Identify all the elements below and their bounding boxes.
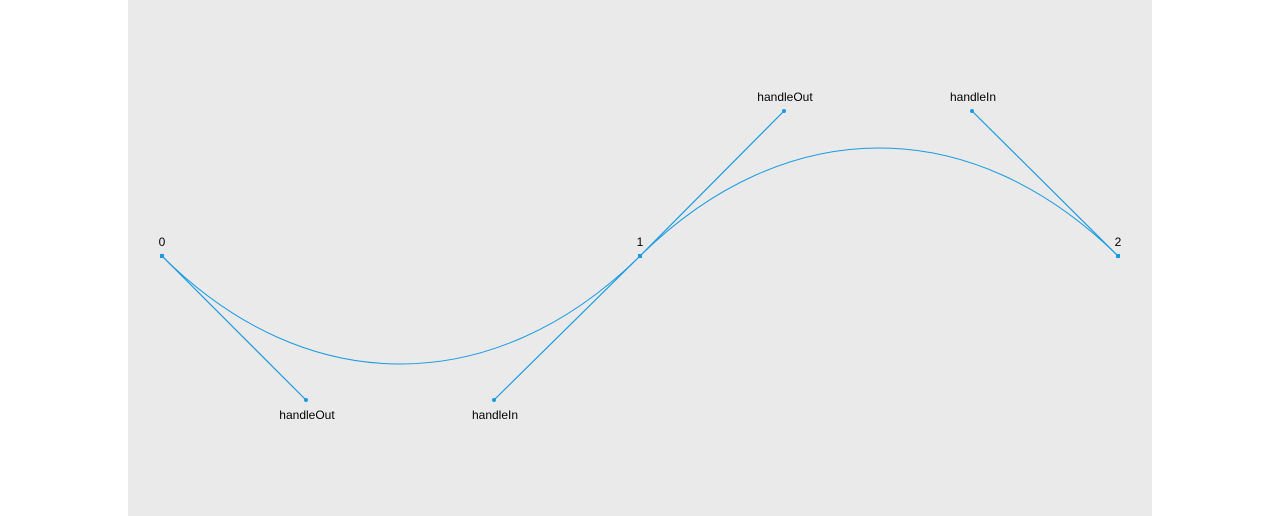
segment-1-handle-in-label: handleIn [472, 408, 518, 422]
segment-1-handle-in-line [493, 255, 641, 401]
segment-0-index-label: 0 [159, 235, 166, 249]
segment-1-handle-out-line [639, 110, 785, 257]
segment-0-anchor-point[interactable] [160, 254, 164, 258]
segment-1-handle-out-point[interactable] [782, 109, 786, 113]
segment-1-handle-in-point[interactable] [492, 398, 496, 402]
segment-0-handle-out-label: handleOut [279, 408, 335, 422]
segment-2-handle-in-point[interactable] [970, 109, 974, 113]
segment-2-index-label: 2 [1115, 235, 1122, 249]
segment-0-handle-out-line [161, 255, 307, 401]
segment-2-handle-in-line [971, 110, 1119, 257]
segment-2-handle-in-label: handleIn [950, 90, 996, 104]
segment-1-index-label: 1 [637, 235, 644, 249]
segment-1-anchor-point[interactable] [638, 254, 642, 258]
segment-2-anchor-point[interactable] [1116, 254, 1120, 258]
segment-1-handle-out-label: handleOut [757, 90, 813, 104]
segment-0-handle-out-point[interactable] [304, 398, 308, 402]
